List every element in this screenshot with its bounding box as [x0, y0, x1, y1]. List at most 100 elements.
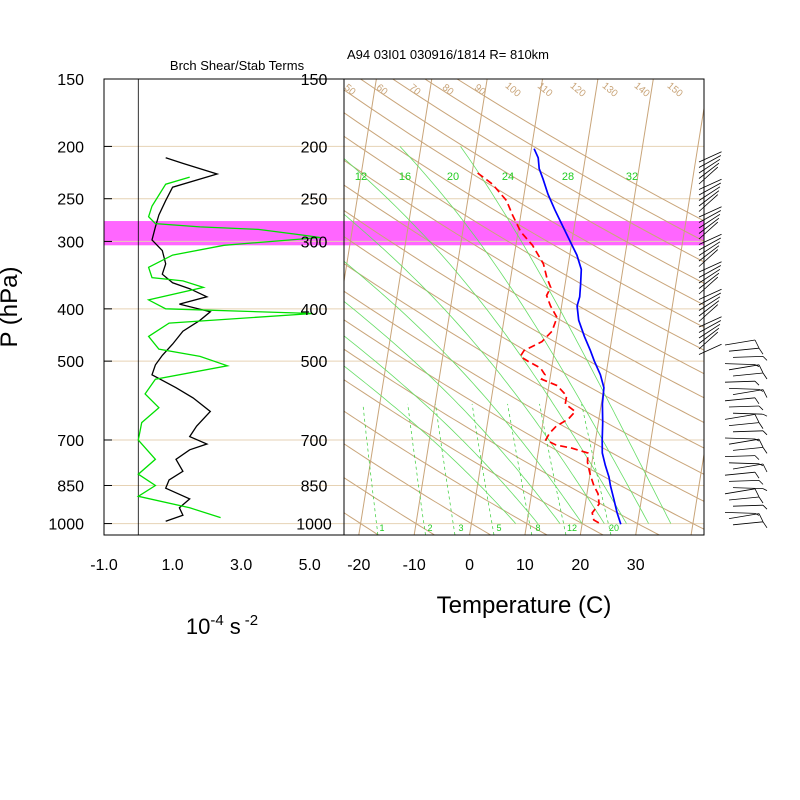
- right-y-tick-label: 400: [301, 302, 328, 319]
- dry-adiabat-label: 140: [632, 81, 652, 100]
- isotherm: [579, 79, 654, 535]
- wind-barb: [698, 327, 720, 344]
- wind-barb: [698, 320, 722, 333]
- isotherm: [469, 79, 544, 535]
- wind-barb-flag: [762, 504, 768, 510]
- wind-barb-flag: [758, 480, 764, 485]
- wind-barb-flag: [762, 521, 768, 529]
- isotherm: [524, 79, 599, 535]
- wind-barb: [698, 194, 719, 212]
- dry-adiabat: [392, 79, 704, 263]
- wind-barb: [698, 221, 719, 240]
- wind-barb: [698, 186, 721, 201]
- dry-adiabat-label: 130: [600, 81, 620, 100]
- dry-adiabat: [344, 348, 660, 535]
- left-y-tick-label: 850: [57, 478, 84, 495]
- wind-barb: [728, 364, 760, 371]
- right-y-tick-label: 700: [301, 433, 328, 450]
- isotherm: [413, 79, 488, 535]
- dry-adiabat: [344, 236, 704, 449]
- dry-adiabat: [344, 443, 492, 535]
- wind-barb: [698, 182, 722, 196]
- wind-barb-flag: [762, 372, 768, 380]
- wind-barb: [698, 210, 722, 223]
- wind-barb: [732, 412, 764, 415]
- dry-adiabat: [344, 290, 704, 502]
- dry-adiabat-label: 80: [440, 82, 456, 98]
- left-y-tick-label: 300: [57, 234, 84, 251]
- dry-adiabat: [344, 262, 704, 475]
- right-x-axis-label: Temperature (C): [437, 592, 612, 619]
- x-label-unit: s: [230, 614, 241, 639]
- left-x-tick-label: 3.0: [230, 557, 252, 574]
- dry-adiabat: [344, 209, 704, 424]
- wind-barb: [698, 272, 720, 289]
- wind-barb: [728, 438, 760, 445]
- right-pressure-gridlines: [344, 145, 704, 525]
- thermo-background: [0, 79, 704, 535]
- wind-barb-flag: [754, 397, 760, 405]
- mixing-ratio-line: [435, 403, 456, 535]
- wind-barb: [724, 437, 756, 440]
- left-y-tick-label: 700: [57, 433, 84, 450]
- isotherm: [690, 451, 704, 535]
- dry-adiabat: [344, 89, 704, 306]
- wind-barb: [732, 430, 764, 433]
- wind-barb: [724, 363, 756, 365]
- wind-barb-flag: [762, 389, 768, 398]
- right-x-tick-label: 0: [465, 557, 474, 574]
- wind-barb: [698, 331, 719, 350]
- wind-barb-flag: [762, 463, 768, 473]
- mixing-ratio-label: 5: [496, 523, 501, 533]
- left-x-tick-label: 5.0: [299, 557, 321, 574]
- wind-barb: [698, 343, 722, 355]
- right-y-tick-label: 500: [301, 354, 328, 371]
- wind-barb-flag: [758, 422, 764, 429]
- wind-barbs: [698, 151, 768, 529]
- dry-adiabat-label: 150: [665, 81, 685, 100]
- wind-barb-flag: [754, 488, 760, 497]
- mixing-ratio-line: [407, 403, 426, 535]
- wind-barb-flag: [762, 413, 768, 417]
- right-y-ticks: 150 200 250 300 400 500 700 850 1000: [296, 72, 332, 534]
- moist-adiabat-label: 24: [502, 171, 514, 183]
- wind-barb-flag: [758, 439, 764, 448]
- mixing-ratio-line: [362, 403, 379, 535]
- moist-adiabat: [344, 365, 517, 524]
- right-y-tick-label: 300: [301, 234, 328, 251]
- wind-barb: [724, 455, 756, 457]
- dry-adiabat-label: 100: [503, 81, 523, 100]
- wind-barb: [698, 296, 721, 311]
- mixing-ratio-label: 2: [427, 523, 432, 533]
- isotherm: [193, 79, 266, 535]
- right-x-tick-label: 10: [516, 557, 534, 574]
- wind-barb: [728, 496, 760, 501]
- wind-barb-flag: [754, 364, 760, 367]
- wind-barb: [698, 323, 721, 339]
- wind-barb: [698, 206, 722, 218]
- left-y-axis-label: P (hPa): [0, 267, 23, 348]
- right-y-tick-label: 850: [301, 478, 328, 495]
- wind-barb: [698, 265, 722, 278]
- wind-barb: [698, 276, 719, 295]
- wind-barb: [732, 521, 764, 526]
- moist-adiabat-label: 32: [626, 171, 638, 183]
- wind-barb: [732, 389, 764, 395]
- left-y-tick-label: 1000: [48, 517, 84, 534]
- moist-adiabat: [344, 335, 539, 524]
- wind-barb: [724, 512, 756, 514]
- wind-barb: [732, 447, 764, 451]
- isotherm: [82, 79, 155, 535]
- wind-barb-flag: [754, 380, 760, 386]
- dry-adiabat-label: 110: [535, 81, 555, 100]
- wind-barb-flag: [754, 471, 760, 479]
- dry-adiabat: [344, 112, 704, 328]
- moist-adiabat: [344, 157, 627, 524]
- wind-barb: [728, 480, 760, 482]
- dry-adiabat: [0, 79, 266, 535]
- x-label-base: 10: [186, 614, 210, 639]
- wind-barb-flag: [758, 405, 764, 411]
- left-y-tick-label: 250: [57, 192, 84, 209]
- dry-adiabat-label: 70: [407, 82, 423, 98]
